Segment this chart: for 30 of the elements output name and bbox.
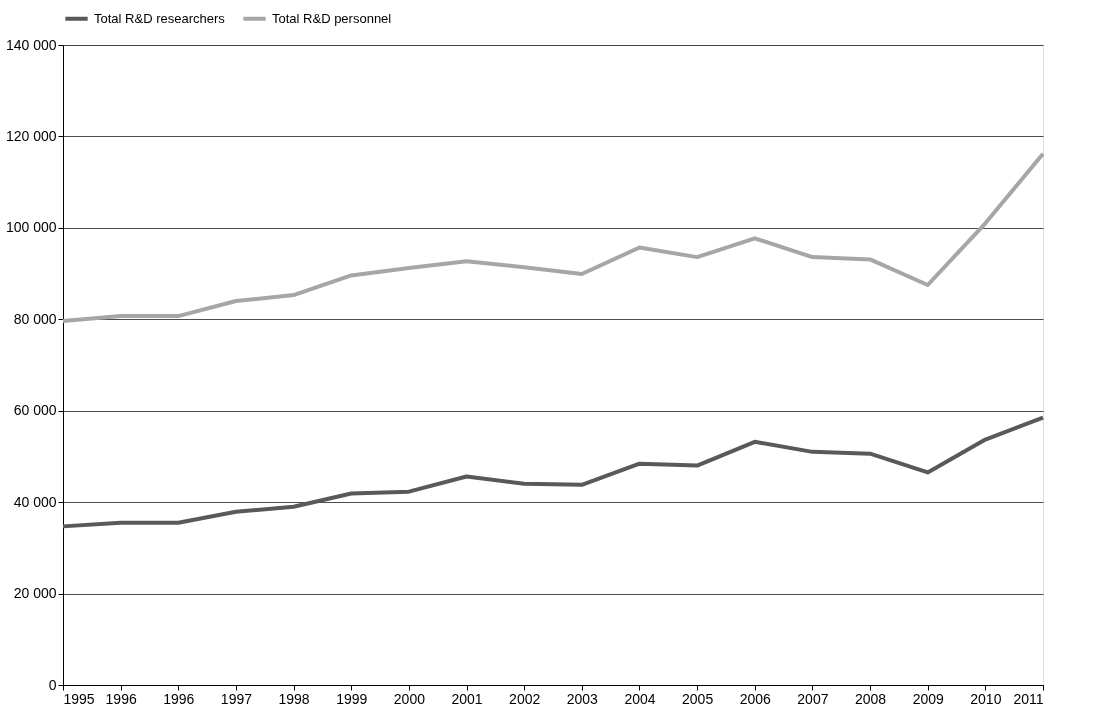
y-tick-label: 120 000 — [5, 127, 57, 144]
x-tick-label: 1999 — [336, 690, 368, 707]
x-tick-label: 2009 — [912, 690, 944, 707]
legend-label: Total R&D researchers — [94, 10, 226, 26]
x-tick-label: 2000 — [393, 690, 426, 707]
x-tick-label: 1997 — [220, 690, 253, 707]
x-tick-label: 2001 — [451, 690, 483, 707]
x-tick-label: 1996 — [105, 690, 137, 707]
x-tick-label: 2005 — [682, 690, 714, 707]
y-tick-label: 20 000 — [13, 585, 57, 602]
line-series — [61, 151, 1045, 324]
x-tick-label: 2006 — [739, 690, 772, 707]
x-tick-label: 2007 — [797, 690, 829, 707]
x-tick-label: 2002 — [509, 690, 541, 707]
x-tick-label: 1995 — [63, 690, 95, 707]
y-tick-label: 140 000 — [5, 36, 57, 53]
y-tick-label: 100 000 — [5, 219, 57, 236]
y-tick-label: 80 000 — [13, 310, 57, 327]
x-tick-label: 1998 — [278, 690, 310, 707]
x-tick-label: 2010 — [970, 690, 1002, 707]
x-tick-label: 2008 — [854, 690, 887, 707]
y-tick-label: 40 000 — [13, 493, 57, 510]
x-tick-label: 2003 — [566, 690, 599, 707]
x-tick-label: 1996 — [163, 690, 195, 707]
line-series — [61, 415, 1045, 529]
x-tick-label: 2004 — [624, 690, 656, 707]
legend-label: Total R&D personnel — [272, 10, 392, 26]
y-tick-label: 0 — [48, 676, 57, 693]
x-tick-label: 2011 — [1013, 690, 1044, 707]
y-tick-label: 60 000 — [13, 402, 57, 419]
